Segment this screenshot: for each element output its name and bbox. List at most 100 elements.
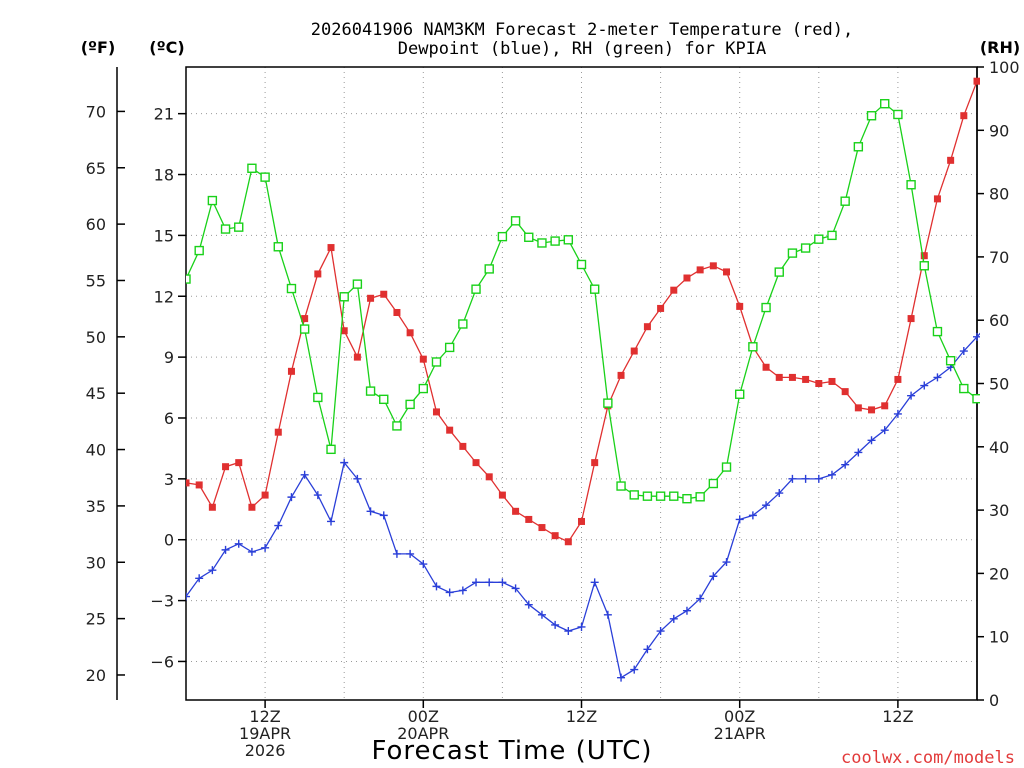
x-tick-label: 12Z <box>882 707 913 726</box>
rh-point <box>655 491 666 501</box>
temperature-point <box>947 156 955 164</box>
rh-point <box>787 248 798 258</box>
temperature-point <box>564 538 572 546</box>
fahrenheit-tick-label: 45 <box>86 384 106 403</box>
x-tick-label: 19APR <box>239 724 291 743</box>
temperature-point <box>274 428 282 436</box>
temperature-point <box>327 244 335 252</box>
temperature-point <box>736 302 744 310</box>
rh-point <box>748 342 758 352</box>
fahrenheit-tick-label: 30 <box>86 553 106 572</box>
dewpoint-point <box>419 560 428 569</box>
rh-point <box>194 245 204 256</box>
dewpoint-point <box>537 610 546 619</box>
rh-point <box>339 292 349 302</box>
rh-point <box>352 279 363 289</box>
chart-title-line-2: Dewpoint (blue), RH (green) for KPIA <box>398 39 766 59</box>
dewpoint-point <box>353 474 362 483</box>
temperature-point <box>788 373 796 381</box>
rh-tick-label: 50 <box>989 375 1009 394</box>
temperature-point <box>683 274 691 282</box>
dewpoint-point <box>775 489 784 498</box>
rh-point <box>906 180 916 190</box>
temperature-point <box>617 371 625 379</box>
x-tick-label: 12Z <box>249 707 280 726</box>
temperature-point <box>498 491 506 499</box>
dewpoint-point <box>682 606 691 615</box>
rh-point <box>642 491 653 501</box>
temperature-point <box>485 473 493 481</box>
rh-point <box>471 284 481 294</box>
dewpoint-point <box>300 470 309 479</box>
fahrenheit-unit-label: (ºF) <box>81 38 116 57</box>
temperature-series <box>186 77 980 546</box>
rh-point <box>405 399 415 410</box>
temperature-point <box>828 377 836 385</box>
rh-point <box>840 196 850 206</box>
dewpoint-series <box>186 332 980 682</box>
rh-point <box>721 462 732 472</box>
rh-point <box>186 274 191 284</box>
x-tick-label: 21APR <box>714 724 766 743</box>
rh-point <box>945 356 956 366</box>
dewpoint-point <box>973 332 980 341</box>
temperature-point <box>868 406 876 414</box>
dewpoint-point <box>472 578 481 587</box>
plot-frame <box>185 66 978 701</box>
rh-point <box>326 444 336 455</box>
dewpoint-point <box>867 436 876 445</box>
dewpoint-point <box>696 594 705 603</box>
rh-point <box>603 398 613 408</box>
temperature-point <box>920 252 928 260</box>
temperature-point <box>723 268 731 276</box>
temperature-point <box>578 517 585 525</box>
rh-point <box>365 386 376 396</box>
fahrenheit-tick-label: 60 <box>86 215 106 234</box>
dewpoint-point <box>485 578 494 587</box>
temperature-point <box>208 503 216 511</box>
temperature-point <box>933 195 941 203</box>
dewpoint-point <box>511 584 520 593</box>
rh-point <box>550 236 560 246</box>
dewpoint-point <box>208 566 217 575</box>
celsius-tick-label: 9 <box>164 348 174 367</box>
dewpoint-point <box>577 622 586 631</box>
rh-point <box>866 111 877 121</box>
rh-point <box>853 142 864 152</box>
rh-point <box>800 243 811 253</box>
dewpoint-point <box>722 558 731 567</box>
rh-tick-label: 60 <box>989 311 1009 330</box>
celsius-tick-label: 0 <box>164 531 174 550</box>
rh-point <box>919 261 929 271</box>
temperature-point <box>854 404 862 412</box>
dewpoint-point <box>959 347 968 356</box>
temperature-point <box>380 290 388 298</box>
dewpoint-point <box>748 511 757 520</box>
temperature-point <box>696 266 704 274</box>
temperature-point <box>762 363 770 371</box>
temperature-point <box>195 481 203 489</box>
rh-point <box>735 389 745 399</box>
rh-point <box>827 230 837 241</box>
credit-text: coolwx.com/models <box>841 748 1015 768</box>
x-tick-label: 12Z <box>566 707 597 726</box>
rh-point <box>313 392 323 403</box>
rh-point <box>418 383 428 394</box>
temperature-point <box>406 329 414 337</box>
temperature-point <box>186 479 190 487</box>
rh-point <box>392 421 402 431</box>
dewpoint-point <box>880 426 889 435</box>
temperature-point <box>235 459 243 467</box>
rh-unit-label: (RH) <box>980 38 1020 57</box>
celsius-tick-label: −6 <box>150 652 174 671</box>
rh-point <box>458 319 468 329</box>
dewpoint-point <box>669 614 678 623</box>
rh-tick-label: 0 <box>989 691 999 710</box>
rh-point <box>576 259 587 270</box>
temperature-point <box>657 304 665 312</box>
rh-point <box>484 264 494 274</box>
fahrenheit-tick-label: 40 <box>86 441 106 460</box>
rh-point <box>616 481 626 491</box>
celsius-tick-label: 3 <box>164 470 174 489</box>
temperature-point <box>353 353 361 361</box>
